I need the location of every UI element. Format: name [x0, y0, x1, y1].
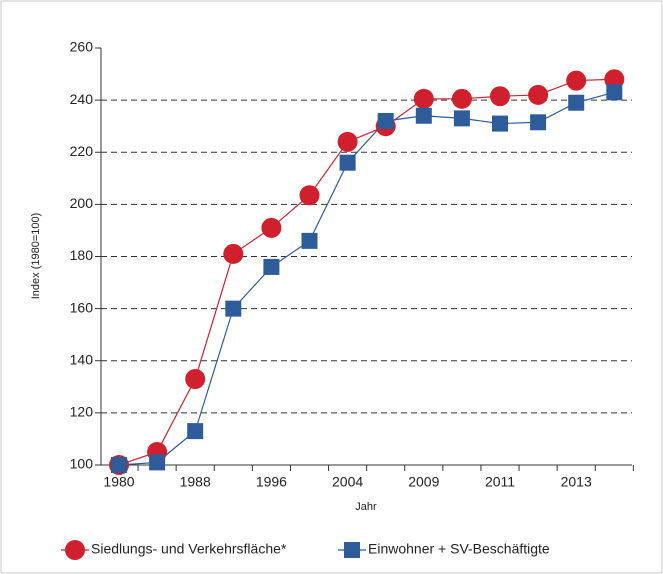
- point: [568, 94, 585, 111]
- point: [606, 84, 623, 101]
- point: [528, 84, 549, 105]
- x-tick-label: 1988: [180, 474, 211, 490]
- point: [492, 115, 508, 132]
- point: [185, 368, 206, 389]
- point: [415, 107, 432, 124]
- point: [301, 232, 318, 249]
- x-axis-label: Jahr: [355, 501, 377, 513]
- point: [339, 154, 356, 171]
- x-tick-label: 1996: [256, 474, 287, 490]
- point: [604, 69, 625, 90]
- point: [413, 88, 434, 109]
- y-tick-label: 220: [70, 143, 94, 159]
- legend-label: Einwohner + SV-Beschäftigte: [368, 541, 550, 557]
- point: [453, 110, 470, 127]
- point: [566, 70, 587, 91]
- legend-label: Siedlungs- und Verkehrsfläche*: [91, 541, 287, 557]
- point: [111, 457, 127, 473]
- y-tick-label: 120: [70, 404, 94, 420]
- point: [299, 185, 320, 206]
- y-tick-label: 160: [70, 299, 94, 315]
- y-tick-label: 100: [70, 456, 94, 472]
- legend-marker: [65, 540, 85, 560]
- x-tick-label: 2013: [561, 474, 592, 490]
- point: [337, 131, 358, 152]
- x-tick-label: 2004: [332, 474, 363, 490]
- y-tick-label: 140: [70, 351, 94, 367]
- legend-marker: [344, 542, 360, 558]
- point: [377, 112, 394, 129]
- point: [187, 423, 204, 440]
- point: [530, 114, 547, 131]
- x-tick-label: 2009: [408, 474, 439, 490]
- point: [263, 258, 280, 275]
- x-tick-label: 2011: [485, 474, 515, 490]
- y-tick-label: 240: [70, 91, 94, 107]
- y-tick-label: 200: [70, 195, 94, 211]
- y-tick-label: 260: [70, 39, 94, 55]
- point: [261, 217, 282, 238]
- point: [223, 243, 244, 264]
- point: [490, 86, 510, 107]
- point: [149, 454, 166, 471]
- point: [225, 300, 242, 317]
- point: [451, 88, 472, 109]
- y-axis-label: Index (1980=100): [30, 213, 42, 300]
- x-tick-label: 1980: [103, 474, 134, 490]
- y-tick-label: 180: [70, 247, 94, 263]
